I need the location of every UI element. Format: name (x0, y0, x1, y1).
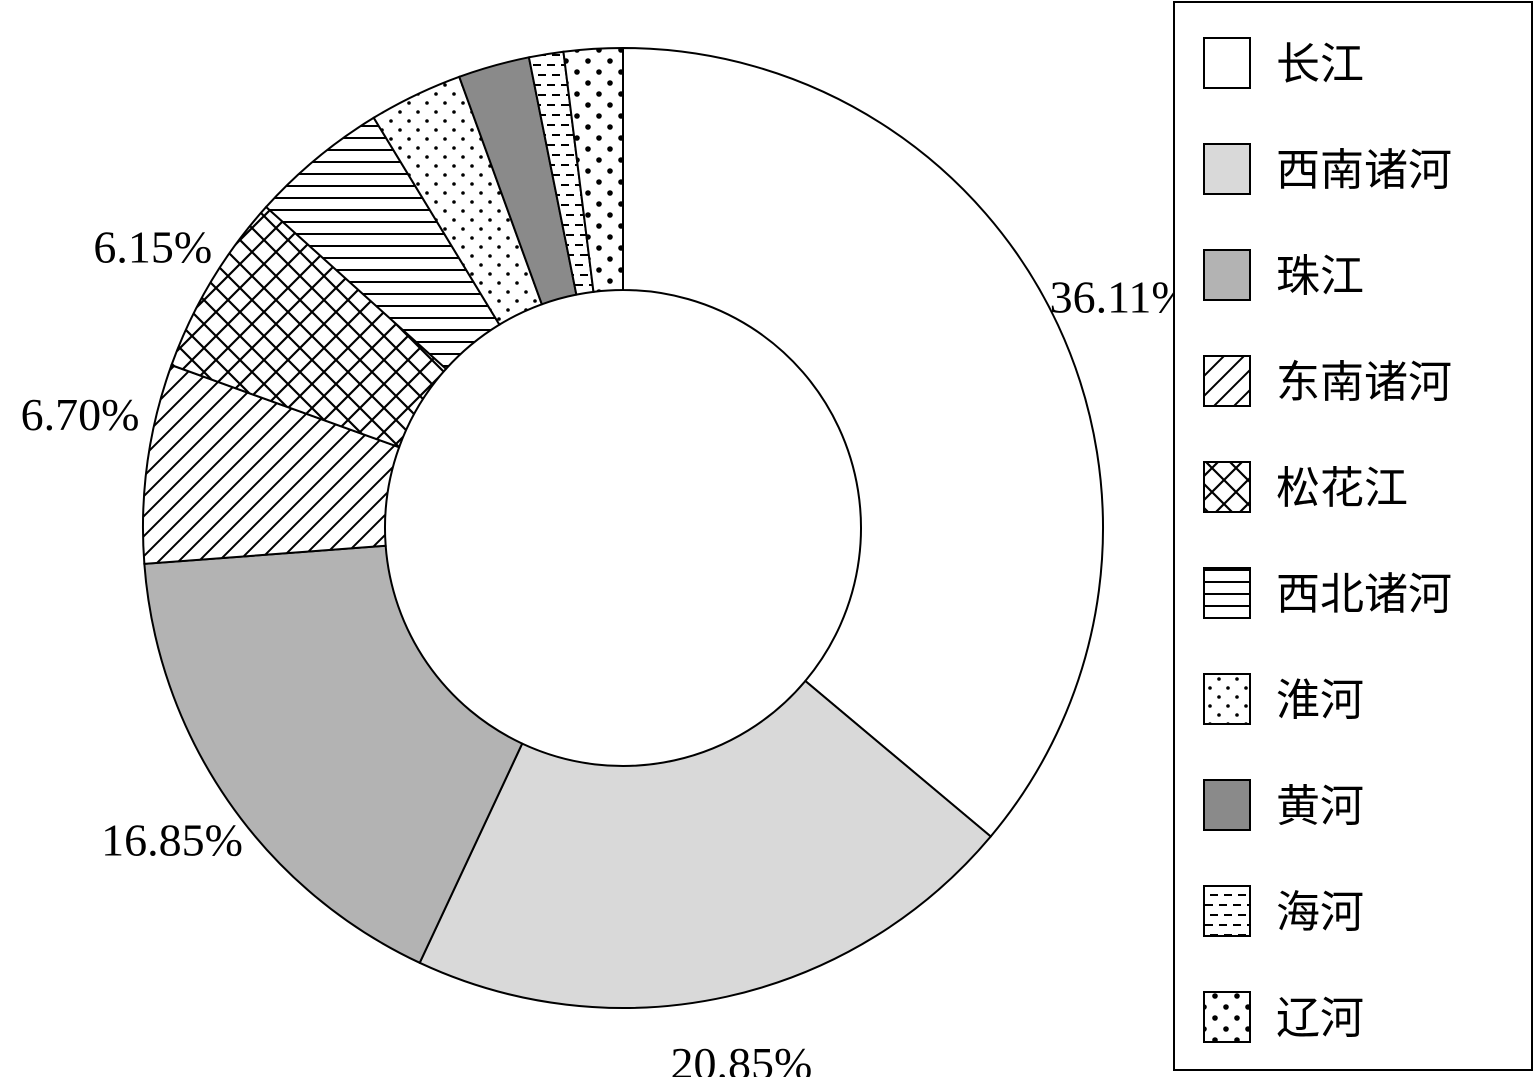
slice-10 (562, 46, 624, 293)
legend-label: 辽河 (1276, 993, 1364, 1044)
legend-swatch (1203, 37, 1251, 89)
legend-label: 淮河 (1276, 675, 1364, 726)
data-label: 36.11% (1050, 271, 1190, 322)
legend-label: 珠江 (1276, 251, 1364, 302)
legend-swatch (1203, 355, 1251, 407)
legend-swatch (1203, 143, 1251, 195)
legend-swatch (1203, 991, 1251, 1043)
legend-label: 西北诸河 (1276, 569, 1452, 620)
legend-label: 黄河 (1276, 781, 1364, 832)
legend-swatch (1203, 249, 1251, 301)
data-label: 20.85% (670, 1038, 812, 1077)
slices (142, 46, 1104, 1009)
legend-swatch (1203, 461, 1251, 513)
legend-label: 长江 (1276, 39, 1364, 90)
legend-swatch (1203, 567, 1251, 619)
slice-1 (622, 46, 1104, 838)
data-label: 6.70% (21, 389, 140, 440)
slice-3 (143, 544, 524, 965)
legend-label: 东南诸河 (1276, 357, 1452, 408)
legend-label: 西南诸河 (1276, 145, 1452, 196)
legend-label: 海河 (1276, 887, 1364, 938)
slice-2 (418, 679, 993, 1009)
data-label: 6.15% (93, 222, 212, 273)
legend-swatch (1203, 885, 1251, 937)
legend-label: 松花江 (1276, 463, 1408, 514)
data-label: 16.85% (101, 814, 243, 865)
data-labels: 36.11%20.85%16.85%6.70%6.15%1.98% (21, 222, 1190, 1077)
legend-swatch (1203, 673, 1251, 725)
legend-swatch (1203, 779, 1251, 831)
